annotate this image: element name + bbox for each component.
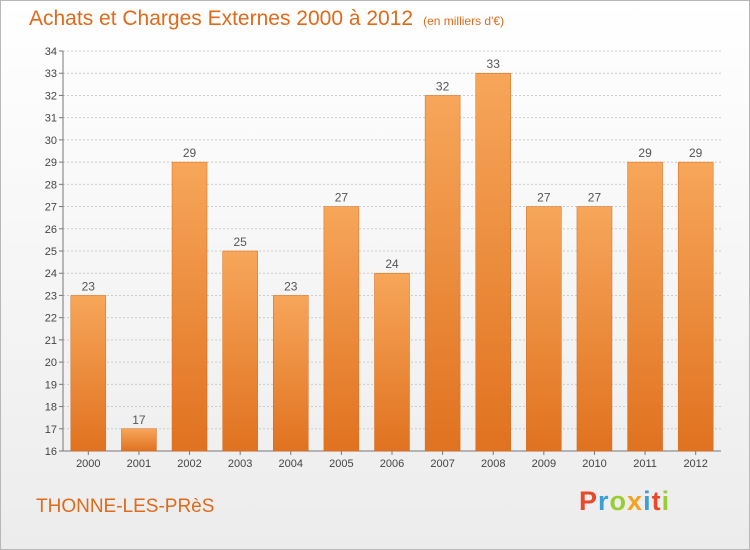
data-label: 17 [132, 413, 146, 427]
bar [627, 161, 663, 452]
x-tick-label: 2004 [279, 458, 303, 470]
y-tick-label: 22 [45, 313, 57, 325]
y-tick-label: 25 [45, 246, 57, 258]
x-tick-label: 2011 [633, 458, 657, 470]
x-tick-label: 2002 [177, 458, 201, 470]
y-tick-label: 16 [45, 446, 57, 458]
data-label: 27 [537, 191, 551, 205]
y-tick-label: 17 [45, 424, 57, 436]
proxiti-letter: o [609, 486, 628, 516]
proxiti-letter: i [661, 486, 671, 516]
data-label: 27 [588, 191, 602, 205]
chart-unit: (en milliers d'€) [423, 14, 505, 28]
data-label: 23 [82, 279, 96, 293]
y-tick-label: 30 [45, 135, 57, 147]
y-tick-label: 20 [45, 357, 57, 369]
bar [222, 250, 258, 452]
data-label: 32 [436, 79, 450, 93]
bar [273, 295, 309, 452]
x-tick-label: 2000 [76, 458, 100, 470]
y-tick-label: 21 [45, 335, 57, 347]
data-label: 23 [284, 279, 298, 293]
x-tick-label: 2012 [683, 458, 707, 470]
data-label: 27 [335, 191, 349, 205]
x-tick-label: 2008 [481, 458, 505, 470]
y-tick-label: 33 [45, 68, 57, 80]
x-tick-label: 2010 [582, 458, 606, 470]
y-tick-label: 34 [45, 46, 57, 58]
y-tick-label: 24 [45, 268, 57, 280]
data-label: 29 [183, 146, 197, 160]
chart-title: Achats et Charges Externes 2000 à 2012 (e… [29, 7, 504, 31]
proxiti-letter: P [579, 486, 599, 516]
proxiti-logo: Proxiti [579, 486, 670, 517]
bar [677, 161, 714, 452]
bar [475, 72, 511, 452]
bar [171, 161, 208, 452]
proxiti-letter: t [651, 486, 662, 516]
x-tick-label: 2007 [430, 458, 454, 470]
x-tick-label: 2001 [127, 458, 151, 470]
data-label: 24 [385, 257, 399, 271]
y-tick-label: 31 [45, 113, 57, 125]
data-label: 25 [233, 235, 247, 249]
bar [526, 206, 562, 452]
bar [323, 206, 360, 452]
data-label: 33 [487, 57, 501, 71]
bar [70, 295, 107, 452]
data-labels: 23 17 29 25 23 27 24 32 33 27 27 29 29 [82, 57, 703, 427]
y-tick-label: 18 [45, 402, 57, 414]
proxiti-letter: x [627, 486, 644, 516]
y-tick-label: 28 [45, 179, 57, 191]
x-tick-label: 2006 [380, 458, 404, 470]
bar [576, 206, 613, 452]
y-tick-label: 26 [45, 224, 57, 236]
proxiti-letter: i [643, 486, 652, 516]
bar [374, 272, 410, 452]
x-tick-label: 2003 [228, 458, 252, 470]
bars [70, 72, 714, 452]
y-tick-label: 32 [45, 90, 57, 102]
bar [424, 95, 461, 452]
bar [121, 428, 157, 452]
x-tick-label: 2009 [532, 458, 556, 470]
y-tick-label: 27 [45, 202, 57, 214]
proxiti-letter: r [598, 486, 610, 516]
chart-title-text: Achats et Charges Externes 2000 à 2012 [29, 7, 414, 30]
data-label: 29 [689, 146, 703, 160]
y-tick-label: 19 [45, 379, 57, 391]
y-tick-label: 29 [45, 157, 57, 169]
y-tick-label: 23 [45, 290, 57, 302]
data-label: 29 [638, 146, 652, 160]
x-tick-label: 2005 [329, 458, 353, 470]
town-name: THONNE-LES-PRèS [36, 496, 215, 517]
